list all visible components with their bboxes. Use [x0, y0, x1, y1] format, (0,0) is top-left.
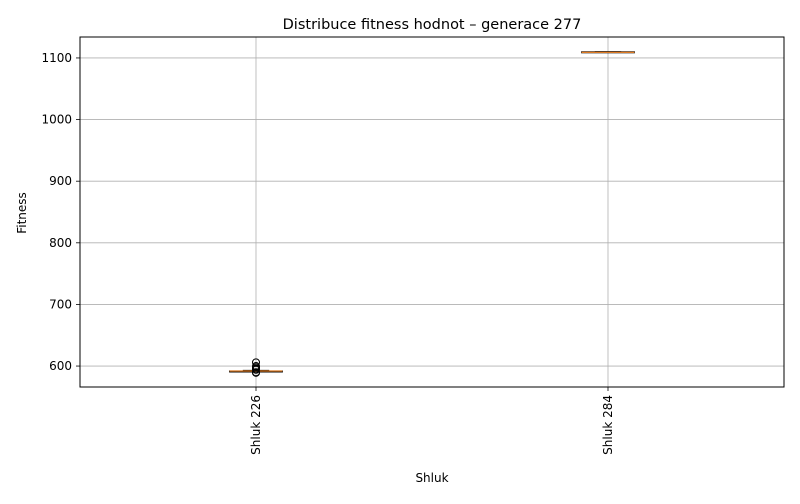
y-tick-label: 1100: [41, 51, 72, 65]
y-tick-label: 700: [49, 297, 72, 311]
outlier-point: [252, 362, 260, 371]
outlier-point: [252, 368, 260, 377]
y-tick-label: 900: [49, 174, 72, 188]
x-tick-label: Shluk 226: [249, 395, 263, 455]
outlier-point: [252, 358, 260, 367]
grid-lines: [80, 37, 784, 387]
box-group: [229, 358, 283, 377]
box-series: [229, 51, 635, 377]
plot-area-frame: [79, 36, 785, 388]
y-axis-label: Fitness: [15, 192, 29, 234]
axis-ticks: 600 700 800 900 1000 1100 Shluk 226 Shluk 284: [41, 51, 615, 455]
x-axis-label: Shluk: [415, 471, 448, 485]
y-tick-label: 600: [49, 359, 72, 373]
y-tick-label: 1000: [41, 113, 72, 127]
chart-title: Distribuce fitness hodnot – generace 277: [283, 17, 582, 33]
box-group: [581, 51, 635, 54]
x-tick-label: Shluk 284: [601, 395, 615, 455]
y-tick-label: 800: [49, 236, 72, 250]
